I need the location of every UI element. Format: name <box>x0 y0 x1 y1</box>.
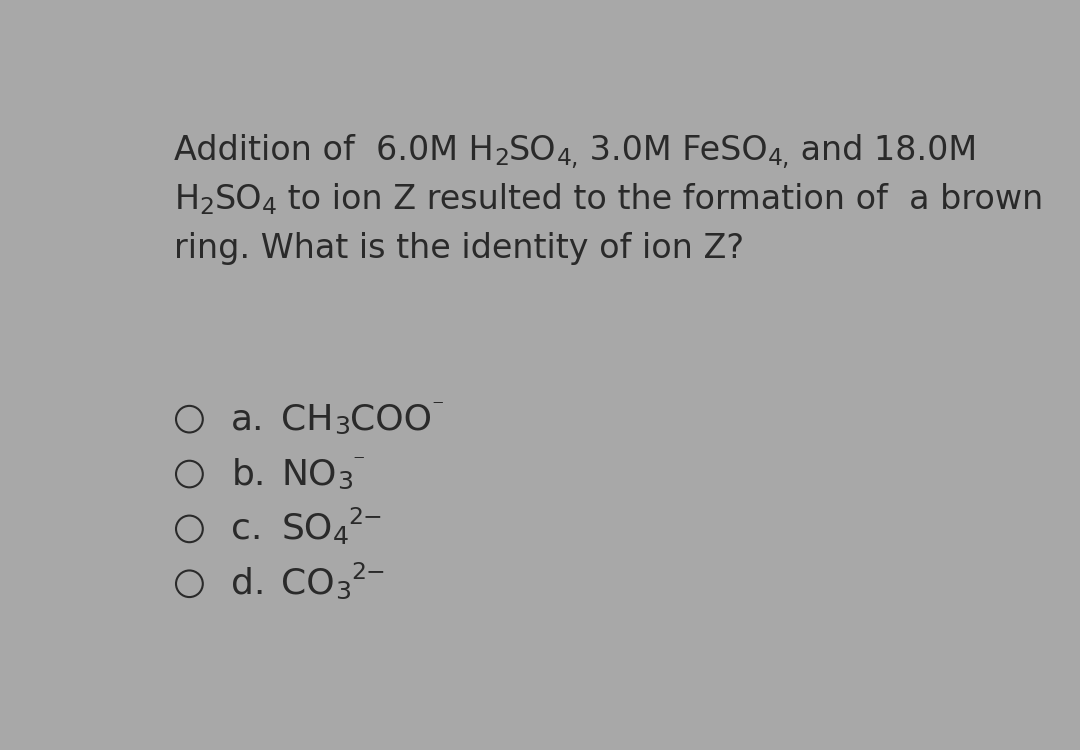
Text: 4: 4 <box>333 525 349 549</box>
Text: 4: 4 <box>261 196 276 219</box>
Text: ring. What is the identity of ion Z?: ring. What is the identity of ion Z? <box>174 232 744 266</box>
Text: 2−: 2− <box>351 561 386 584</box>
Text: Addition of  6.0M H: Addition of 6.0M H <box>174 134 494 167</box>
Text: 2: 2 <box>200 196 214 219</box>
Text: 3: 3 <box>335 580 351 604</box>
Text: b.: b. <box>231 457 266 491</box>
Text: 2: 2 <box>494 147 509 170</box>
Text: 2−: 2− <box>349 506 383 529</box>
Text: CO: CO <box>282 567 335 601</box>
Text: 3.0M FeSO: 3.0M FeSO <box>579 134 768 167</box>
Text: ⁻: ⁻ <box>432 396 444 419</box>
Text: 4,: 4, <box>768 147 789 170</box>
Text: SO: SO <box>282 512 333 546</box>
Text: NO: NO <box>282 457 337 491</box>
Text: 3: 3 <box>337 470 353 494</box>
Text: and 18.0M: and 18.0M <box>789 134 977 167</box>
Text: SO: SO <box>214 183 261 216</box>
Text: a.: a. <box>231 402 265 436</box>
Text: H: H <box>174 183 200 216</box>
Text: COO: COO <box>350 402 432 436</box>
Text: c.: c. <box>231 512 262 546</box>
Text: d.: d. <box>231 567 266 601</box>
Text: to ion Z resulted to the formation of  a brown: to ion Z resulted to the formation of a … <box>276 183 1043 216</box>
Text: 4,: 4, <box>556 147 579 170</box>
Text: CH: CH <box>282 402 334 436</box>
Text: SO: SO <box>509 134 556 167</box>
Text: ⁻: ⁻ <box>353 451 365 474</box>
Text: 3: 3 <box>334 416 350 440</box>
